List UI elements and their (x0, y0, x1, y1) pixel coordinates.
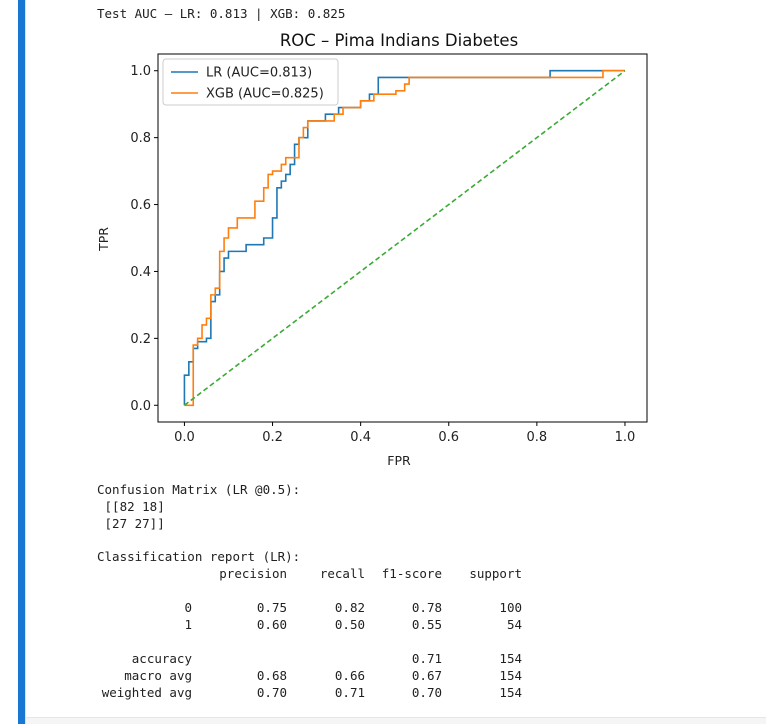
report-summary-row: accuracy 0.71 154 (97, 650, 522, 667)
summary-label: weighted avg (101, 685, 192, 700)
report-class-row: 1 0.60 0.50 0.55 54 (97, 616, 522, 633)
x-tick-label: 0.6 (438, 430, 459, 445)
confusion-matrix-title: Confusion Matrix (LR @0.5): (97, 482, 301, 497)
legend-label: XGB (AUC=0.825) (206, 87, 324, 102)
confusion-matrix-row: [27 27]] (97, 516, 165, 531)
recall-value: 0.50 (334, 617, 365, 632)
chart-legend: LR (AUC=0.813) XGB (AUC=0.825) (162, 58, 339, 106)
report-header-cell: f1-score (381, 566, 442, 581)
support-value: 154 (499, 651, 522, 666)
report-class-row: 0 0.75 0.82 0.78 100 (97, 599, 522, 616)
f1-value: 0.71 (411, 651, 442, 666)
classification-report-title: Classification report (LR): (97, 549, 301, 564)
y-tick-label: 0.8 (130, 131, 151, 146)
legend-box (162, 58, 339, 106)
precision-value: 0.68 (256, 668, 287, 683)
support-value: 100 (499, 600, 522, 615)
recall-value: 0.71 (334, 685, 365, 700)
f1-value: 0.78 (411, 600, 442, 615)
summary-label: accuracy (131, 651, 192, 666)
class-label: 1 (184, 617, 192, 632)
lr-roc-line (183, 69, 625, 406)
xgb-roc-line (184, 69, 625, 407)
roc-chart: ROC – Pima Indians Diabetes FPR TPR 0.0 0… (96, 31, 648, 468)
support-value: 154 (499, 685, 522, 700)
cell-bottom-border (26, 717, 766, 724)
plot-area-frame (157, 53, 648, 423)
f1-value: 0.67 (411, 668, 442, 683)
f1-value: 0.70 (411, 685, 442, 700)
report-header-cell: precision (219, 566, 287, 581)
series-lines (183, 69, 626, 407)
y-tick-label: 0.6 (130, 198, 151, 213)
x-tick-label: 0.4 (350, 430, 371, 445)
x-tick-label: 0.0 (174, 430, 195, 445)
precision-value (192, 650, 287, 667)
x-axis-label: FPR (387, 453, 411, 468)
precision-value: 0.60 (256, 617, 287, 632)
class-label: 0 (184, 600, 192, 615)
test-auc-line: Test AUC — LR: 0.813 | XGB: 0.825 (97, 6, 346, 21)
confusion-matrix-row: [[82 18] (97, 499, 165, 514)
y-tick-label: 0.4 (130, 265, 151, 280)
support-value: 154 (499, 668, 522, 683)
classification-report-table: precision recall f1-score support 0 0.75… (97, 565, 522, 701)
summary-label: macro avg (124, 668, 192, 683)
recall-value: 0.82 (334, 600, 365, 615)
chart-title: ROC – Pima Indians Diabetes (280, 31, 518, 50)
output-cell (25, 0, 766, 724)
report-header-cell (97, 565, 192, 582)
support-value: 54 (506, 617, 522, 632)
cell-selection-bar[interactable] (18, 0, 25, 724)
legend-label: LR (AUC=0.813) (206, 66, 312, 81)
y-tick-label: 0.0 (130, 399, 151, 414)
chance-diagonal-line (183, 70, 626, 406)
report-header-cell: support (469, 566, 522, 581)
y-tick-label: 0.2 (130, 332, 151, 347)
precision-value: 0.70 (256, 685, 287, 700)
f1-value: 0.55 (411, 617, 442, 632)
precision-value: 0.75 (256, 600, 287, 615)
report-header-cell: recall (319, 566, 365, 581)
report-summary-row: macro avg 0.68 0.66 0.67 154 (97, 667, 522, 684)
axis-ticks: 0.0 0.2 0.4 0.6 0.8 1.0 0.0 0.2 0.4 0.6 0.8 1.0 (130, 64, 635, 445)
x-tick-label: 0.2 (262, 430, 283, 445)
x-tick-label: 1.0 (615, 430, 636, 445)
recall-value (287, 650, 365, 667)
y-tick-label: 1.0 (130, 64, 151, 79)
y-axis-label: TPR (96, 227, 111, 252)
report-header-row: precision recall f1-score support (97, 565, 522, 582)
recall-value: 0.66 (334, 668, 365, 683)
x-tick-label: 0.8 (527, 430, 548, 445)
report-summary-row: weighted avg 0.70 0.71 0.70 154 (97, 684, 522, 701)
